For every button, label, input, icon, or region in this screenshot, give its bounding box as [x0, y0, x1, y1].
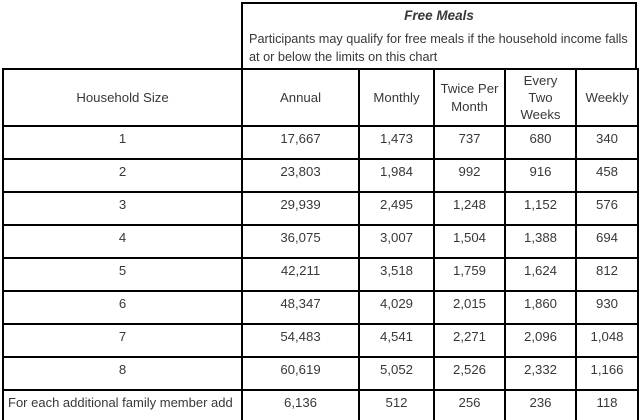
- cell-household-size: 7: [2, 323, 243, 358]
- cell-annual: 23,803: [241, 158, 360, 193]
- table-row: 4 36,075 3,007 1,504 1,388 694: [2, 224, 639, 259]
- cell-twice-per-month: 1,504: [433, 224, 506, 259]
- table-row: 7 54,483 4,541 2,271 2,096 1,048: [2, 323, 639, 358]
- cell-weekly: 812: [575, 257, 639, 292]
- cell-household-size: 1: [2, 125, 243, 160]
- cell-every-two-weeks: 680: [504, 125, 577, 160]
- cell-weekly: 118: [575, 389, 639, 420]
- cell-annual: 54,483: [241, 323, 360, 358]
- cell-every-two-weeks: 1,152: [504, 191, 577, 226]
- cell-twice-per-month: 992: [433, 158, 506, 193]
- cell-every-two-weeks: 1,860: [504, 290, 577, 325]
- cell-monthly: 512: [358, 389, 435, 420]
- cell-twice-per-month: 1,248: [433, 191, 506, 226]
- col-header-annual: Annual: [241, 68, 360, 127]
- cell-household-size: 2: [2, 158, 243, 193]
- cell-monthly: 2,495: [358, 191, 435, 226]
- cell-every-two-weeks: 1,624: [504, 257, 577, 292]
- cell-weekly: 1,048: [575, 323, 639, 358]
- cell-twice-per-month: 256: [433, 389, 506, 420]
- cell-every-two-weeks: 1,388: [504, 224, 577, 259]
- cell-twice-per-month: 2,015: [433, 290, 506, 325]
- table-header: Household Size Annual Monthly Twice Per …: [2, 68, 639, 127]
- col-header-household-size: Household Size: [2, 68, 243, 127]
- cell-household-size: 3: [2, 191, 243, 226]
- cell-annual: 60,619: [241, 356, 360, 391]
- table-row: 8 60,619 5,052 2,526 2,332 1,166: [2, 356, 639, 391]
- additional-member-row: For each additional family member add 6,…: [2, 389, 639, 420]
- cell-monthly: 4,541: [358, 323, 435, 358]
- cell-monthly: 3,007: [358, 224, 435, 259]
- table-row: 6 48,347 4,029 2,015 1,860 930: [2, 290, 639, 325]
- cell-monthly: 5,052: [358, 356, 435, 391]
- cell-twice-per-month: 1,759: [433, 257, 506, 292]
- chart-description: Participants may qualify for free meals …: [249, 32, 628, 65]
- table-body: 1 17,667 1,473 737 680 340 2 23,803 1,98…: [2, 125, 639, 420]
- cell-household-size: 4: [2, 224, 243, 259]
- cell-household-size: 5: [2, 257, 243, 292]
- cell-weekly: 458: [575, 158, 639, 193]
- cell-household-size: 6: [2, 290, 243, 325]
- cell-monthly: 1,473: [358, 125, 435, 160]
- col-header-every-two-weeks: Every Two Weeks: [504, 68, 577, 127]
- cell-annual: 48,347: [241, 290, 360, 325]
- cell-monthly: 3,518: [358, 257, 435, 292]
- cell-twice-per-month: 2,271: [433, 323, 506, 358]
- cell-annual: 36,075: [241, 224, 360, 259]
- cell-weekly: 340: [575, 125, 639, 160]
- col-header-monthly: Monthly: [358, 68, 435, 127]
- table-row: 2 23,803 1,984 992 916 458: [2, 158, 639, 193]
- table-row: 3 29,939 2,495 1,248 1,152 576: [2, 191, 639, 226]
- header-row: Household Size Annual Monthly Twice Per …: [2, 68, 639, 127]
- cell-weekly: 930: [575, 290, 639, 325]
- cell-every-two-weeks: 236: [504, 389, 577, 420]
- cell-additional-member-label: For each additional family member add: [2, 389, 243, 420]
- info-box: Free Meals Participants may qualify for …: [241, 2, 637, 68]
- cell-annual: 6,136: [241, 389, 360, 420]
- chart-title: Free Meals: [404, 8, 474, 23]
- cell-annual: 42,211: [241, 257, 360, 292]
- col-header-weekly: Weekly: [575, 68, 639, 127]
- table-row: 1 17,667 1,473 737 680 340: [2, 125, 639, 160]
- col-header-twice-per-month: Twice Per Month: [433, 68, 506, 127]
- cell-twice-per-month: 737: [433, 125, 506, 160]
- cell-weekly: 576: [575, 191, 639, 226]
- cell-monthly: 1,984: [358, 158, 435, 193]
- cell-household-size: 8: [2, 356, 243, 391]
- cell-twice-per-month: 2,526: [433, 356, 506, 391]
- cell-every-two-weeks: 916: [504, 158, 577, 193]
- table-row: 5 42,211 3,518 1,759 1,624 812: [2, 257, 639, 292]
- cell-monthly: 4,029: [358, 290, 435, 325]
- income-limits-table: Household Size Annual Monthly Twice Per …: [2, 68, 639, 420]
- cell-weekly: 694: [575, 224, 639, 259]
- cell-annual: 29,939: [241, 191, 360, 226]
- cell-every-two-weeks: 2,332: [504, 356, 577, 391]
- cell-weekly: 1,166: [575, 356, 639, 391]
- cell-annual: 17,667: [241, 125, 360, 160]
- cell-every-two-weeks: 2,096: [504, 323, 577, 358]
